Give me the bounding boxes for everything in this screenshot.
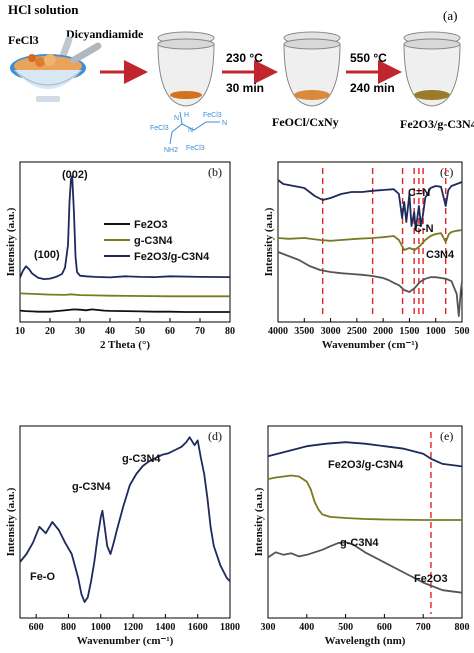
x-tick-label-e-4: 700	[416, 622, 431, 633]
step2-time: 240 min	[350, 81, 395, 95]
x-tick-label-e-3: 600	[377, 622, 392, 633]
x-tick-label-c-1: 3500	[294, 326, 314, 337]
annotation-d-0: Fe-O	[30, 571, 56, 583]
x-tick-label-e-2: 500	[338, 622, 353, 633]
mol-label-8: N	[222, 120, 227, 127]
plot-frame-d	[19, 425, 231, 619]
x-tick-label-b-3: 40	[105, 326, 115, 337]
panel-b-chart: (b) 10 20 30 40 50 60 70 80 2 Theta (°) Intensity …	[5, 161, 235, 351]
mol-label-5: H	[184, 112, 189, 119]
annotation-e-0: Fe2O3/g-C3N4	[328, 459, 404, 471]
annotation-c-1: C-N	[414, 223, 434, 235]
x-axis-label-e: Wavelength (nm)	[325, 635, 406, 647]
dicyandiamide-molecule-icon	[169, 111, 220, 145]
x-tick-label-d-2: 1000	[91, 622, 111, 633]
x-tick-label-b-0: 10	[15, 326, 25, 337]
series-line-b-2	[19, 175, 231, 280]
y-axis-label-c: Intensity (a.u.)	[263, 207, 275, 276]
panel-tag-c: (c)	[440, 165, 453, 179]
x-tick-label-c-2: 3000	[321, 326, 341, 337]
fecl3-label: FeCl3	[8, 33, 39, 47]
x-tick-label-d-6: 1800	[220, 622, 240, 633]
x-tick-label-e-0: 300	[261, 622, 276, 633]
x-tick-label-e-5: 800	[455, 622, 470, 633]
series-line-e-1	[267, 474, 462, 521]
annotation-b-0: (002)	[62, 169, 88, 181]
panel-tag-e: (e)	[440, 429, 453, 443]
mol-label-2: FeCl3	[203, 112, 222, 119]
mol-label-1: FeCl3	[150, 125, 169, 132]
plot-frame-e	[267, 425, 463, 619]
x-tick-label-c-5: 1500	[399, 326, 419, 337]
x-tick-label-d-5: 1600	[188, 622, 208, 633]
mol-label-4: NH2	[164, 147, 178, 154]
x-tick-label-d-4: 1400	[155, 622, 175, 633]
series-line-b-0	[19, 308, 230, 313]
crucible-2-icon	[283, 31, 341, 107]
step2-temp: 550 °C	[350, 51, 387, 65]
x-axis-label-b: 2 Theta (°)	[100, 339, 150, 351]
annotation-d-1: g-C3N4	[72, 481, 111, 493]
crucible-3-icon	[403, 31, 461, 107]
y-axis-label-e: Intensity (a.u.)	[253, 487, 265, 556]
panel-tag-d: (d)	[208, 429, 222, 443]
plot-frame-b	[19, 161, 231, 323]
x-tick-label-c-6: 1000	[426, 326, 446, 337]
y-axis-label-b: Intensity (a.u.)	[5, 207, 17, 276]
x-tick-label-c-7: 500	[455, 326, 470, 337]
legend-label-b-1: g-C3N4	[134, 235, 173, 247]
hcl-label: HCl solution	[8, 2, 79, 17]
annotation-e-2: Fe2O3	[414, 573, 448, 585]
x-tick-label-b-5: 60	[165, 326, 175, 337]
x-tick-label-b-6: 70	[195, 326, 205, 337]
x-tick-label-d-0: 600	[29, 622, 44, 633]
step1-time: 30 min	[226, 81, 264, 95]
panel-c-chart: (c) 4000 3500 3000 2500 2000 1500 1000 500 Wavenu…	[263, 161, 470, 351]
panel-a: (a) HCl solution FeCl3 Dicyandiamide	[8, 2, 474, 154]
x-tick-label-d-3: 1200	[123, 622, 143, 633]
series-line-c-1	[277, 229, 463, 251]
y-axis-label-d: Intensity (a.u.)	[5, 487, 17, 556]
step1-temp: 230 °C	[226, 51, 263, 65]
series-line-c-2	[277, 251, 463, 317]
intermediate-label: FeOCl/CxNy	[272, 115, 339, 129]
series-line-d-0	[19, 436, 231, 603]
series-line-b-1	[19, 292, 230, 298]
mortar-pestle-icon	[10, 36, 102, 102]
panel-tag-b: (b)	[208, 165, 222, 179]
panel-d-chart: (d) 600 800 1000 1200 1400 1600 1800 Wavenumber …	[5, 425, 240, 647]
dicyandiamide-label: Dicyandiamide	[66, 27, 144, 41]
x-tick-label-b-1: 20	[45, 326, 55, 337]
product-label: Fe2O3/g-C3N4	[400, 117, 474, 131]
x-tick-label-b-4: 50	[135, 326, 145, 337]
x-tick-label-b-2: 30	[75, 326, 85, 337]
annotation-c-0: C=N	[408, 187, 430, 199]
panel-e-chart: (e) 300 400 500 600 700 800 Wavelength (nm) Inte…	[253, 425, 470, 647]
mol-label-3: FeCl3	[186, 145, 205, 152]
x-tick-label-b-7: 80	[225, 326, 235, 337]
series-line-c-0	[277, 179, 463, 231]
x-axis-label-d: Wavenumber (cm⁻¹)	[77, 635, 174, 647]
annotation-c-2: C3N4	[426, 249, 455, 261]
annotation-b-1: (100)	[34, 249, 60, 261]
plot-frame-c	[277, 161, 463, 323]
x-tick-label-c-0: 4000	[268, 326, 288, 337]
panel-a-tag: (a)	[443, 8, 457, 23]
x-tick-label-e-1: 400	[299, 622, 314, 633]
annotation-e-1: g-C3N4	[340, 537, 379, 549]
mol-label-6: N	[188, 127, 193, 134]
x-tick-label-c-4: 2000	[373, 326, 393, 337]
annotation-d-2: g-C3N4	[122, 453, 161, 465]
mol-label-7: N	[174, 115, 179, 122]
crucible-1-icon	[157, 31, 215, 107]
x-tick-label-c-3: 2500	[347, 326, 367, 337]
x-axis-label-c: Wavenumber (cm⁻¹)	[322, 339, 419, 351]
legend-label-b-0: Fe2O3	[134, 219, 168, 231]
series-line-e-0	[267, 441, 463, 468]
series-line-e-2	[267, 541, 463, 594]
legend-label-b-2: Fe2O3/g-C3N4	[134, 251, 210, 263]
x-tick-label-d-1: 800	[61, 622, 76, 633]
